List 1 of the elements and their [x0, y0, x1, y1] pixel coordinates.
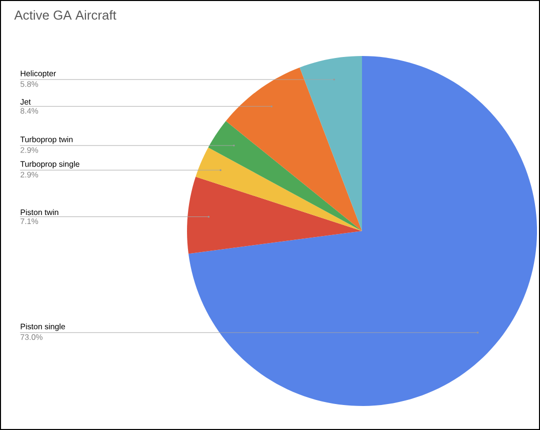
chart-title: Active GA Aircraft [14, 10, 116, 20]
